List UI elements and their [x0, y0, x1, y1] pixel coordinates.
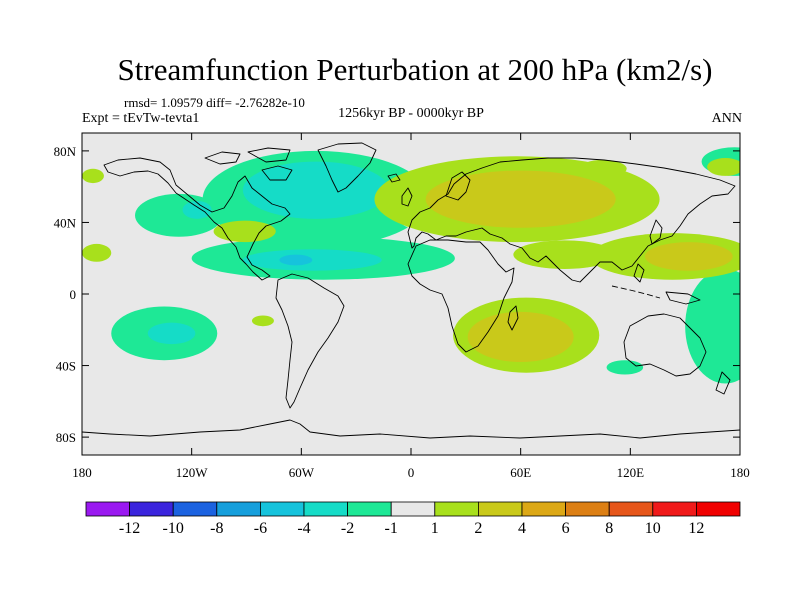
colorbar-box-9 [477, 501, 523, 517]
contour-region-17 [513, 240, 616, 269]
colorbar-label: -12 [119, 520, 140, 537]
colorbar-label: 4 [518, 520, 526, 537]
x-tick-label: 60W [289, 465, 315, 480]
colorbar-label: 8 [605, 520, 613, 537]
contour-region-5 [135, 193, 223, 237]
contour-region-19 [467, 311, 574, 362]
colorbar-box-10 [521, 501, 566, 517]
coastlines [82, 142, 740, 439]
x-tick-label: 120W [176, 465, 209, 480]
colorbar-label: -1 [385, 520, 398, 537]
y-tick-label: 40N [54, 215, 77, 230]
colorbar-label: 2 [474, 520, 482, 537]
colorbar-box-13 [652, 501, 697, 517]
contour-region-22 [82, 168, 104, 184]
colorbar-box-5 [303, 501, 348, 517]
colorbar-box-7 [390, 501, 436, 517]
contour-region-16 [644, 242, 733, 271]
colorbar-label: -6 [254, 520, 267, 537]
stats-label: rmsd= 1.09579 diff= -2.76282e-10 [124, 95, 305, 110]
colorbar-box-12 [608, 501, 654, 517]
contour-region-8 [147, 322, 196, 345]
contour-region-1 [242, 161, 390, 219]
colorbar-box-0 [85, 501, 130, 517]
colorbar-box-6 [347, 501, 392, 517]
x-tick-label: 0 [408, 465, 415, 480]
colorbar-box-3 [216, 501, 261, 517]
colorbar-label: 6 [562, 520, 570, 537]
x-tick-label: 180 [72, 465, 92, 480]
x-tick-label: 180 [730, 465, 750, 480]
contour-region-24 [707, 158, 740, 176]
colorbar-label: -10 [163, 520, 184, 537]
contour-region-23 [251, 315, 274, 327]
colorbar-label: -4 [297, 520, 310, 537]
season-label: ANN [711, 111, 742, 126]
colorbar-box-14 [696, 501, 741, 517]
x-tick-label: 60E [510, 465, 531, 480]
colorbar-label: -2 [341, 520, 354, 537]
experiment-label: Expt = tEvTw-tevta1 [82, 111, 200, 126]
colorbar-label: 1 [431, 520, 439, 537]
y-tick-label: 40S [56, 359, 76, 374]
map-axes: 180 120W 60W 0 60E 120E 180 80N 40N 0 40S 80S [54, 133, 750, 480]
y-tick-label: 80N [54, 144, 77, 159]
contour-region-9 [685, 268, 740, 384]
contour-region-20 [213, 220, 276, 243]
colorbar-label: 12 [688, 520, 704, 537]
chart-title: Streamfunction Perturbation at 200 hPa (… [117, 52, 713, 87]
colorbar-box-8 [434, 501, 479, 517]
contour-region-21 [82, 243, 112, 262]
contour-region-14 [425, 170, 616, 228]
contour-region-25 [579, 159, 627, 178]
colorbar-box-2 [172, 501, 218, 517]
x-tick-label: 120E [617, 465, 645, 480]
colorbar-label: 10 [645, 520, 661, 537]
contour-region-11 [606, 360, 644, 375]
colorbar-box-4 [259, 501, 305, 517]
colorbar-box-1 [129, 501, 174, 517]
colorbar-box-11 [565, 501, 610, 517]
contour-region-6 [182, 200, 212, 219]
y-tick-label: 0 [70, 287, 77, 302]
colorbar: -12 -10 -8 -6 -4 -2 -1 1 2 4 6 8 10 12 [85, 501, 741, 537]
y-tick-label: 80S [56, 430, 76, 445]
contour-region-4 [279, 254, 313, 266]
period-label: 1256kyr BP - 0000kyr BP [338, 106, 484, 121]
colorbar-label: -8 [210, 520, 223, 537]
